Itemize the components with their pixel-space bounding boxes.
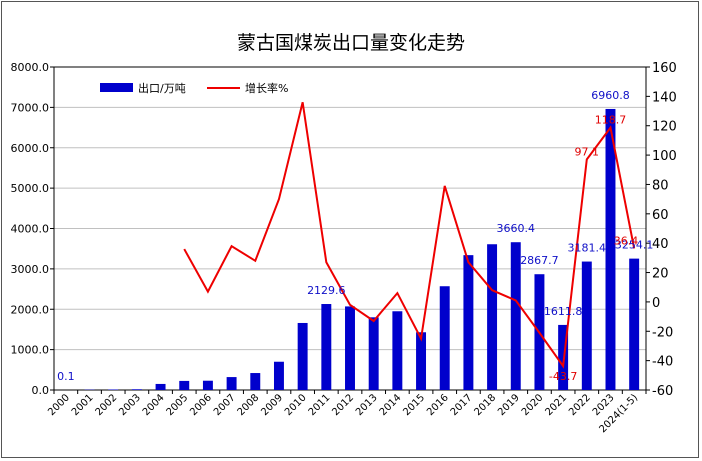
right-tick-label: 140 <box>652 90 677 105</box>
x-tick-label: 2008 <box>236 392 262 418</box>
x-tick-label: 2005 <box>165 392 191 418</box>
left-tick-label: 8000.0 <box>11 61 50 74</box>
growth-line <box>183 101 636 369</box>
bar-data-label: 6960.8 <box>591 89 630 102</box>
legend-bar-swatch <box>100 83 133 92</box>
bar <box>202 380 213 390</box>
data-labels: 0.1 2129.6 3660.4 2867.7 1611.8 3181.4 6960.8 3… <box>57 89 653 383</box>
bar <box>392 311 403 390</box>
left-tick-label: 5000.0 <box>11 182 50 195</box>
bar <box>510 242 521 390</box>
x-tick-label: 2014 <box>378 392 404 418</box>
x-tick-label: 2013 <box>354 392 380 418</box>
right-y-axis: -60 -40 -20 0 20 40 60 80 100 120 140 160 <box>646 61 677 399</box>
left-tick-label: 4000.0 <box>11 223 50 236</box>
gridlines <box>54 106 646 351</box>
x-tick-label: 2022 <box>567 392 593 418</box>
x-axis: 2000200120022003200420052006200720082009… <box>46 390 647 435</box>
left-tick-label: 6000.0 <box>11 142 50 155</box>
right-tick-label: -20 <box>652 325 673 340</box>
line-data-label: -43.7 <box>549 370 577 383</box>
x-tick-label: 2002 <box>94 392 120 418</box>
x-tick-label: 2020 <box>520 392 546 418</box>
bar-data-label: 2129.6 <box>307 284 346 297</box>
legend-bar-label: 出口/万吨 <box>138 81 186 95</box>
bar <box>131 389 142 390</box>
bar <box>463 255 474 390</box>
bar <box>629 258 640 390</box>
x-tick-label: 2012 <box>330 392 356 418</box>
bar-data-label: 2867.7 <box>520 254 559 267</box>
x-tick-label: 2017 <box>449 392 475 418</box>
x-tick-label: 2004 <box>141 392 167 418</box>
left-tick-label: 7000.0 <box>11 101 50 114</box>
x-tick-label: 2007 <box>212 392 238 418</box>
bar-data-label: 3254.1 <box>615 239 654 252</box>
bar-data-label: 3660.4 <box>497 222 536 235</box>
line-data-label: 97.1 <box>575 145 600 158</box>
legend: 出口/万吨 增长率% <box>100 81 288 95</box>
right-tick-label: -40 <box>652 355 673 370</box>
bar <box>439 286 450 390</box>
line-data-label: 36.4 <box>614 234 639 247</box>
right-tick-label: 100 <box>652 149 677 164</box>
bar <box>226 377 237 390</box>
right-tick-label: 40 <box>652 237 669 252</box>
x-tick-label: 2001 <box>70 392 96 418</box>
right-tick-label: 0 <box>652 296 660 311</box>
left-tick-label: 3000.0 <box>11 263 50 276</box>
right-tick-label: -60 <box>652 384 673 399</box>
line-data-label: 118.7 <box>595 114 627 127</box>
x-tick-label: 2019 <box>496 392 522 418</box>
x-tick-label: 2015 <box>401 392 427 418</box>
left-tick-label: 2000.0 <box>11 303 50 316</box>
bar <box>581 261 592 390</box>
left-tick-label: 0.0 <box>32 384 50 397</box>
bar-data-label: 3181.4 <box>568 242 607 255</box>
right-tick-label: 80 <box>652 178 669 193</box>
right-tick-label: 20 <box>652 267 669 282</box>
bar <box>345 306 355 390</box>
x-tick-label: 2003 <box>117 392 143 418</box>
left-tick-label: 1000.0 <box>11 344 50 357</box>
left-y-axis: 0.0 1000.0 2000.0 3000.0 4000.0 5000.0 6000.0 7… <box>11 61 54 397</box>
x-tick-label: 2000 <box>46 392 72 418</box>
right-tick-label: 160 <box>652 61 677 76</box>
x-tick-label: 2018 <box>472 392 498 418</box>
bar <box>487 244 498 390</box>
x-tick-label: 2016 <box>425 392 451 418</box>
bar-data-label: 0.1 <box>57 370 75 383</box>
bar <box>368 317 379 390</box>
bar <box>155 383 166 390</box>
legend-line-label: 增长率% <box>245 81 288 95</box>
bar <box>321 304 332 390</box>
bar <box>416 332 427 390</box>
x-tick-label: 2010 <box>283 392 309 418</box>
bar <box>273 361 284 390</box>
bar <box>297 322 308 390</box>
right-tick-label: 120 <box>652 120 677 135</box>
x-tick-label: 2006 <box>188 392 214 418</box>
bar <box>179 380 190 390</box>
x-tick-label: 2021 <box>543 392 569 418</box>
bar <box>605 108 616 390</box>
chart-title: 蒙古国煤炭出口量变化走势 <box>237 32 465 54</box>
growth-line-series <box>183 101 636 369</box>
bar <box>250 373 261 390</box>
right-tick-label: 60 <box>652 208 669 223</box>
x-tick-label: 2011 <box>307 392 333 418</box>
x-tick-label: 2009 <box>259 392 285 418</box>
bar-data-label: 1611.8 <box>544 305 583 318</box>
bar-series <box>60 108 640 390</box>
